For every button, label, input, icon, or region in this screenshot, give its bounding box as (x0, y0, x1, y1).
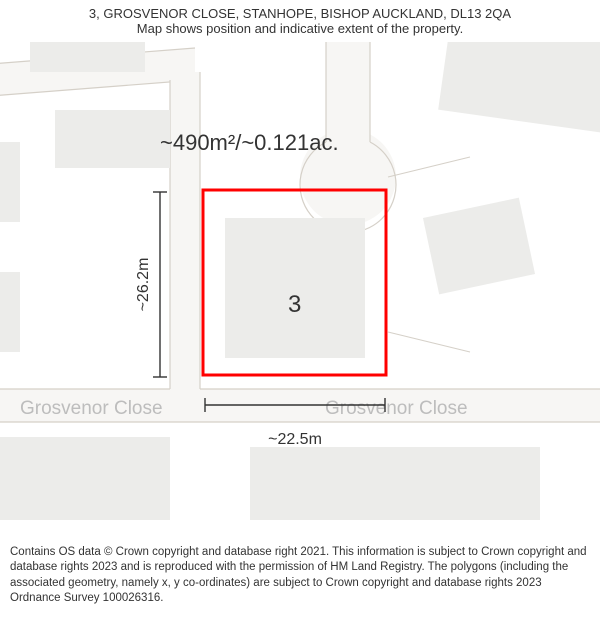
map-area: Grosvenor Close Grosvenor Close ~490m²/~0.… (0, 42, 600, 520)
street-label-right: Grosvenor Close (325, 398, 468, 419)
header: 3, GROSVENOR CLOSE, STANHOPE, BISHOP AUC… (0, 0, 600, 38)
vertical-dimension: ~26.2m (135, 258, 152, 312)
property-map: Grosvenor Close Grosvenor Close ~490m²/~0.… (0, 42, 600, 520)
plot-number: 3 (288, 291, 301, 318)
horizontal-dimension: ~22.5m (268, 431, 322, 448)
footer: Contains OS data © Crown copyright and d… (0, 537, 600, 625)
map-subtitle: Map shows position and indicative extent… (10, 21, 590, 36)
street-label-left: Grosvenor Close (20, 398, 163, 419)
area-label: ~490m²/~0.121ac. (160, 130, 339, 155)
copyright-text: Contains OS data © Crown copyright and d… (10, 545, 590, 607)
property-address-title: 3, GROSVENOR CLOSE, STANHOPE, BISHOP AUC… (10, 6, 590, 21)
